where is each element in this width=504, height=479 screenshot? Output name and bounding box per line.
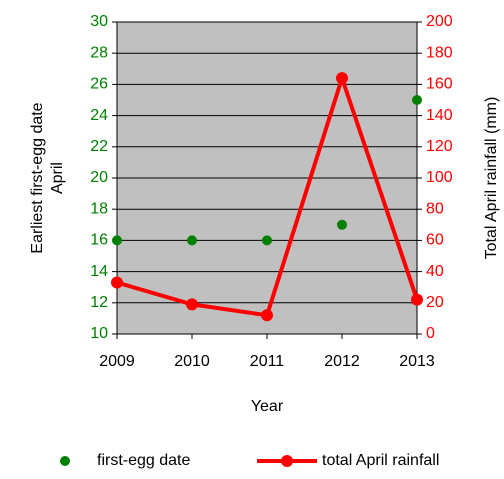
y-tick-label: 18: [90, 200, 108, 217]
y2-tick-label: 120: [426, 138, 453, 155]
y-tick-label: 10: [90, 325, 108, 342]
marker: [186, 298, 198, 311]
y2-tick-label: 20: [426, 294, 444, 311]
legend-label: first-egg date: [97, 452, 190, 469]
legend-label: total April rainfall: [322, 452, 439, 469]
marker: [411, 293, 423, 306]
x-tick-label: 2011: [250, 353, 285, 370]
x-tick-label: 2009: [99, 353, 135, 370]
point: [262, 235, 272, 246]
y-axis-label: Earliest first-egg date: [29, 102, 46, 253]
y-tick-label: 22: [90, 138, 108, 155]
y2-axis-label: Total April rainfall (mm): [483, 97, 500, 260]
legend-marker: [281, 455, 293, 467]
y2-tick-label: 180: [426, 44, 453, 61]
marker: [261, 309, 273, 322]
y-tick-label: 20: [90, 169, 108, 186]
point: [112, 235, 122, 246]
point: [337, 219, 347, 230]
y2-tick-label: 200: [426, 13, 453, 30]
point: [412, 95, 422, 105]
y2-tick-label: 160: [426, 76, 453, 93]
y-tick-label: 28: [90, 44, 108, 61]
y-tick-label: 26: [90, 76, 108, 93]
y2-tick-label: 80: [426, 200, 444, 217]
x-tick-label: 2013: [399, 353, 435, 370]
y2-tick-label: 0: [426, 325, 435, 342]
marker: [336, 72, 348, 85]
y-tick-label: 30: [90, 13, 108, 30]
y2-tick-label: 100: [426, 169, 453, 186]
y2-tick-label: 40: [426, 263, 444, 280]
y2-tick-label: 60: [426, 232, 444, 249]
point: [187, 235, 197, 246]
y2-tick-label: 140: [426, 107, 453, 124]
y-tick-label: 16: [90, 232, 108, 249]
y-tick-label: 12: [90, 294, 108, 311]
legend-marker: [60, 456, 70, 466]
x-tick-label: 2010: [174, 353, 210, 370]
y-axis-label: April: [49, 162, 66, 194]
marker: [111, 276, 123, 289]
x-tick-label: 2012: [324, 353, 360, 370]
y-tick-label: 14: [90, 263, 108, 280]
y-tick-label: 24: [90, 107, 108, 124]
x-axis-label: Year: [251, 398, 284, 415]
